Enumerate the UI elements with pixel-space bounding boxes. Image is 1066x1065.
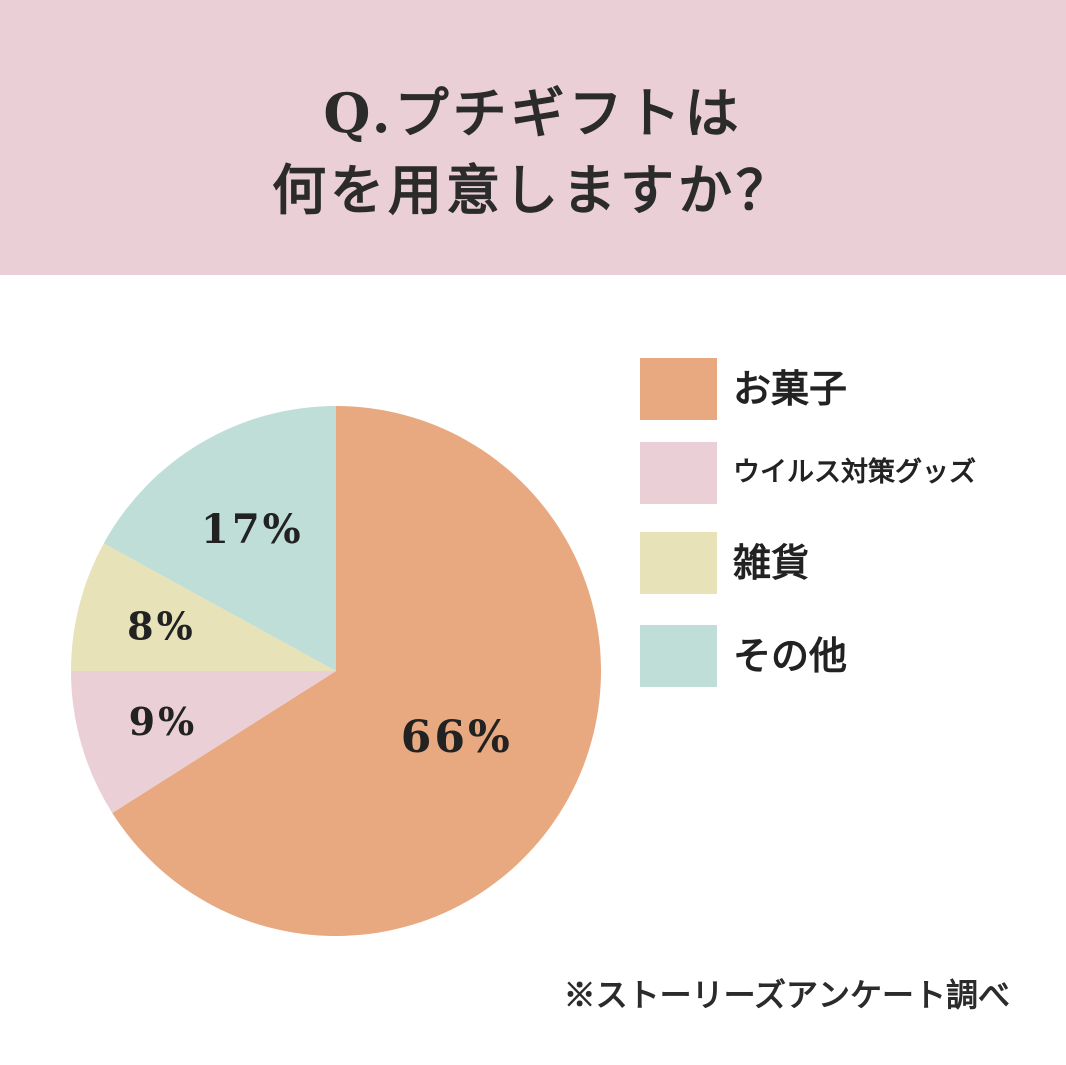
- legend-swatch-other: [640, 625, 717, 687]
- pie-label-goods: 8%: [127, 604, 196, 649]
- legend-label-sweets: お菓子: [733, 366, 848, 411]
- pie-label-other: 17%: [201, 506, 304, 553]
- legend-swatch-sweets: [640, 358, 717, 420]
- title-line-2: 何を用意しますか？: [272, 158, 794, 222]
- title-line-1: Q.プチギフトは: [323, 81, 743, 145]
- pie-slice-goods: [71, 543, 336, 671]
- pie-slice-other: [103, 406, 336, 671]
- pie-label-sweets: 66%: [401, 712, 513, 763]
- pie-slice-sweets: [112, 406, 602, 936]
- legend-label-goods: 雑貨: [733, 540, 810, 585]
- pie-label-virus-goods: 9%: [129, 699, 198, 744]
- legend-label-other: その他: [733, 633, 848, 678]
- footnote: ※ストーリーズアンケート調べ: [563, 976, 1010, 1014]
- header-band: Q.プチギフトは 何を用意しますか？: [0, 0, 1066, 275]
- legend-label-virus-goods: ウイルス対策グッズ: [733, 457, 976, 488]
- legend-swatch-virus-goods: [640, 442, 717, 504]
- pie-slice-virus-goods: [71, 671, 336, 813]
- legend-swatch-goods: [640, 532, 717, 594]
